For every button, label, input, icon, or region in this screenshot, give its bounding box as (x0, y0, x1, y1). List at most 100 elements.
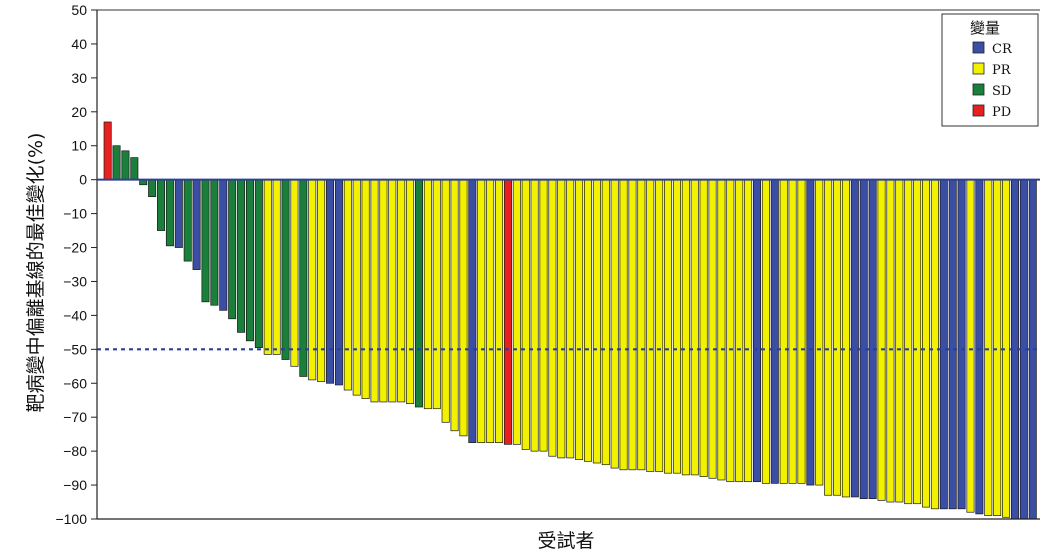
legend-title: 變量 (970, 19, 1000, 37)
bar-pr (708, 179, 717, 479)
y-tick-label: −50 (63, 341, 87, 357)
y-axis-title: 靶病變中偏離基線的最佳變化(%) (25, 133, 47, 413)
axes-group: 50 40 30 20 10 0 −10 −20 −30 −40 −50 −60 −70 −80 −90 −1… (55, 2, 1040, 527)
bar-pr (406, 179, 415, 404)
legend-items: CR PR SD PD (972, 41, 1013, 120)
bar-pd (503, 179, 512, 445)
bar-pr (601, 179, 610, 466)
legend-label-pd: PD (992, 105, 1011, 120)
bar-sd (254, 179, 263, 348)
bar-pr (521, 179, 530, 450)
bar-sd (121, 150, 130, 181)
bar-pr (557, 179, 566, 459)
bar-pr (815, 179, 824, 486)
bar-pr (432, 179, 441, 410)
bar-cr (752, 179, 761, 483)
bar-pr (699, 179, 708, 477)
bar-pr (690, 179, 699, 476)
bar-pr (664, 179, 673, 474)
y-tick-label: 40 (71, 36, 87, 52)
bar-cr (326, 179, 335, 384)
bar-pr (397, 179, 406, 403)
bar-pr (512, 179, 521, 445)
bar-sd (299, 179, 308, 377)
bar-cr (192, 179, 201, 270)
bar-cr (939, 179, 948, 510)
legend: 變量 CR PR SD PD (941, 13, 1039, 127)
bar-pr (637, 179, 646, 471)
bar-cr (975, 179, 984, 515)
bar-pr (993, 179, 1002, 516)
bar-pr (548, 179, 557, 457)
bar-cr (859, 179, 868, 499)
bar-pr (797, 179, 806, 484)
bar-pr (575, 179, 584, 460)
bar-pr (610, 179, 619, 469)
bar-sd (157, 179, 166, 231)
y-tick-label: 30 (71, 70, 87, 86)
bar-pr (886, 179, 895, 503)
y-tick-label: −60 (63, 375, 87, 391)
bar-pr (272, 179, 281, 355)
bar-sd (414, 179, 423, 408)
bar-pr (263, 179, 272, 355)
y-tick-label: −20 (63, 240, 87, 256)
bar-pr (370, 179, 379, 403)
legend-box (941, 13, 1039, 127)
bar-pr (495, 179, 504, 444)
bar-pr (913, 179, 922, 505)
bar-pr (343, 179, 352, 391)
bar-pr (735, 179, 744, 483)
bar-cr (219, 179, 228, 311)
bar-sd (148, 179, 157, 197)
bar-sd (183, 179, 192, 262)
legend-label-cr: CR (992, 42, 1013, 57)
bar-pr (566, 179, 575, 459)
bar-pr (628, 179, 637, 471)
bar-pr (930, 179, 939, 510)
y-tick-label: −40 (63, 307, 87, 323)
bar-pr (922, 179, 930, 508)
y-tick-label: 10 (71, 138, 87, 154)
bar-pr (841, 179, 850, 498)
bar-pr (877, 179, 886, 501)
bar-cr (770, 179, 779, 484)
legend-swatch-sd (972, 83, 985, 96)
bar-cr (850, 179, 859, 498)
bar-pr (672, 179, 681, 474)
bar-sd (281, 179, 290, 360)
bar-pr (824, 179, 833, 496)
bar-cr (806, 179, 815, 486)
bar-pr (788, 179, 797, 484)
bar-cr (868, 179, 877, 499)
bar-sd (245, 179, 254, 342)
bar-pr (539, 179, 548, 452)
bar-pr (361, 179, 370, 399)
bar-pr (441, 179, 450, 423)
bar-pr (646, 179, 655, 472)
bar-pr (744, 179, 753, 483)
bars-group (103, 121, 1037, 520)
bar-pr (592, 179, 601, 464)
y-tick-label: −70 (63, 409, 87, 425)
bar-pr (388, 179, 397, 403)
bar-pr (317, 179, 326, 382)
bar-sd (228, 179, 237, 320)
bar-sd (201, 179, 210, 303)
bar-sd (112, 145, 121, 181)
bar-pr (966, 179, 975, 513)
y-tick-label: 50 (71, 2, 87, 18)
bar-pr (895, 179, 904, 503)
bar-pr (984, 179, 993, 516)
legend-label-sd: SD (992, 84, 1011, 99)
y-tick-label: −30 (63, 273, 87, 289)
bar-pr (486, 179, 495, 444)
bar-pr (717, 179, 726, 481)
bar-sd (237, 179, 246, 333)
bar-pd (103, 121, 112, 181)
bar-cr (174, 179, 183, 248)
legend-swatch-cr (972, 41, 985, 54)
bar-sd (210, 179, 219, 306)
bar-pr (833, 179, 842, 496)
legend-label-pr: PR (992, 63, 1012, 78)
